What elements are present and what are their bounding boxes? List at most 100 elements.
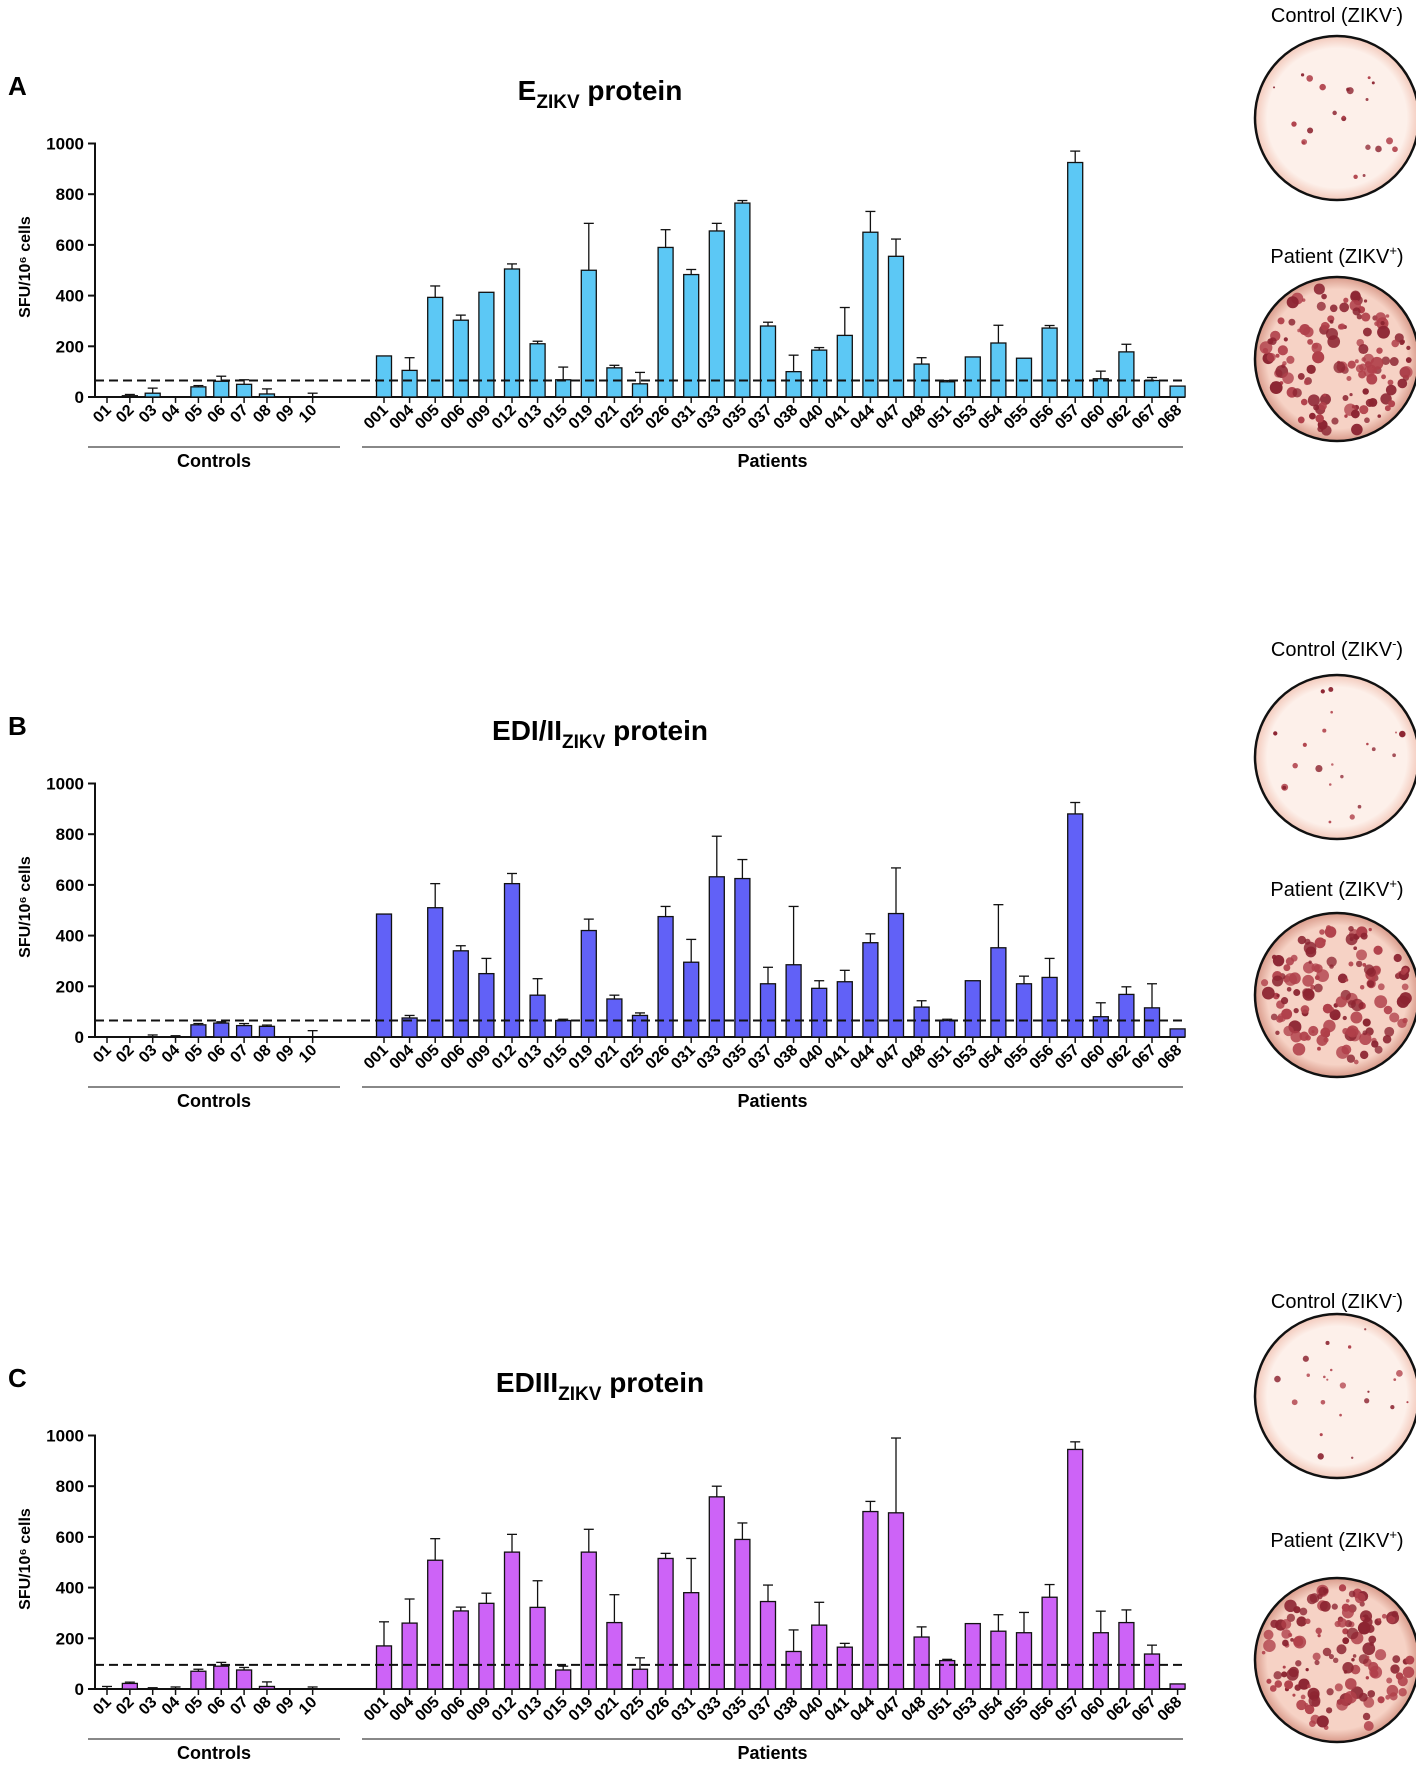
x-tick-label: 068 [1155,1042,1186,1073]
bar [836,1646,853,1690]
x-tick-label: 035 [719,402,750,433]
spot [1289,972,1301,985]
x-tick-label: 031 [668,1042,699,1073]
y-tick-label: 600 [56,236,84,255]
control-plate-label: Control (ZIKV-) [1271,636,1403,661]
y-tick-label: 0 [75,1680,84,1699]
bar [708,1496,725,1690]
y-tick-label: 1000 [46,135,84,154]
x-tick-label: 035 [719,1694,750,1725]
bar [190,1024,207,1038]
spot [1336,1698,1348,1711]
spot [1293,1007,1299,1014]
spot [1331,763,1334,766]
spot [1341,1606,1354,1619]
y-tick-label: 400 [56,1579,84,1598]
bar [555,1019,572,1038]
bar [1118,993,1135,1038]
group-label: Controls [177,1743,251,1763]
spot [1337,973,1348,984]
spot [1326,1378,1329,1381]
x-tick-label: 005 [412,1042,443,1073]
x-tick-label: 006 [438,402,469,433]
spot [1386,137,1394,145]
spot [1359,405,1369,415]
spot [1309,412,1316,420]
spot [1269,1685,1277,1692]
bar [939,1019,956,1038]
spot [1329,1009,1341,1021]
spot [1362,388,1369,395]
plate-label-close: ) [1396,639,1403,661]
group-label: Patients [737,451,807,471]
bar [121,395,138,398]
bar [258,393,276,398]
x-tick-label: 01 [90,402,115,427]
spot [1319,1600,1331,1612]
x-tick-label: 005 [412,402,443,433]
chart-title: EDIIIZIKV protein [496,1367,704,1405]
spot [1388,400,1396,408]
control-well-image [1253,673,1416,841]
spot [1346,1027,1356,1037]
x-tick-label: 033 [694,402,725,433]
patient-plate-label: Patient (ZIKV+) [1270,876,1403,901]
x-tick-label: 005 [412,1694,443,1725]
bar [964,1622,981,1690]
plates-a: Control (ZIKV-)Patient (ZIKV+) [1253,2,1416,443]
bar [836,981,853,1038]
spot [1322,1647,1332,1657]
spot [1297,935,1307,945]
x-tick-label: 044 [847,1042,878,1073]
spot [1402,1017,1408,1024]
x-tick-label: 01 [90,1694,115,1719]
spot [1368,1661,1379,1673]
patient-plate-label: Patient (ZIKV+) [1270,1527,1403,1552]
plate-label-sup: - [1392,2,1396,17]
spot [1307,394,1320,407]
bar [913,1006,930,1038]
spot [1364,1398,1370,1404]
bar [657,246,674,398]
x-tick-label: 033 [694,1694,725,1725]
spot [1345,1598,1350,1603]
group-label: Patients [737,1743,807,1763]
spot [1365,1676,1370,1680]
spot [1308,1694,1321,1707]
spot [1318,1586,1328,1596]
spot [1385,384,1397,396]
x-tick-label: 056 [1027,1694,1058,1725]
spot [1362,327,1372,337]
spot [1312,342,1319,349]
spot [1302,1355,1309,1362]
spot [1352,307,1361,316]
spot [1288,318,1296,326]
bar [990,342,1007,398]
spot [1367,980,1375,988]
x-tick-label: 009 [463,1042,494,1073]
plate-label-close: ) [1396,5,1403,27]
x-tick-label: 067 [1129,1694,1160,1725]
spot [1367,1690,1376,1698]
spot [1316,1715,1329,1728]
control-well-image [1253,1312,1416,1480]
spot [1381,356,1391,366]
spot [1375,312,1386,324]
spot [1341,1044,1352,1055]
x-tick-label: 019 [566,402,597,433]
y-tick-label: 400 [56,927,84,946]
x-tick-label: 07 [227,1042,252,1067]
spot [1318,401,1327,411]
bar [452,319,469,398]
spot [1399,731,1406,738]
bar [887,255,905,398]
spot [1296,1616,1307,1627]
spot [1340,774,1344,779]
title-main: EDI/II [492,715,562,746]
spot [1364,361,1372,368]
x-tick-label: 009 [463,1694,494,1725]
title-suffix: protein [605,715,708,746]
bar [657,1557,674,1690]
spot [1401,983,1409,991]
